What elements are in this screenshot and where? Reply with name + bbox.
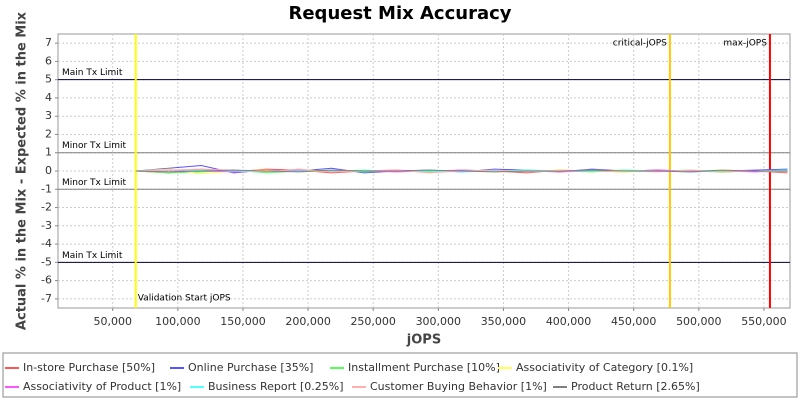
y-tick-label: -4 [41, 237, 52, 250]
y-tick-label: -3 [41, 219, 52, 232]
y-tick-label: -1 [41, 182, 52, 195]
x-tick-label: 300,000 [416, 315, 462, 328]
x-tick-label: 150,000 [220, 315, 266, 328]
legend-label: Product Return [2.65%] [571, 380, 700, 393]
legend-label: Associativity of Category [0.1%] [516, 361, 693, 374]
x-tick-label: 350,000 [481, 315, 527, 328]
legend-label: Installment Purchase [10%] [348, 361, 500, 374]
y-tick-label: 7 [45, 36, 52, 49]
x-tick-label: 100,000 [155, 315, 201, 328]
x-tick-label: 50,000 [93, 315, 132, 328]
y-tick-label: 5 [45, 73, 52, 86]
y-tick-label: -5 [41, 255, 52, 268]
y-axis-label: Actual % in the Mix - Expected % in the … [15, 11, 30, 330]
chart-title: Request Mix Accuracy [288, 3, 511, 24]
legend-label: Online Purchase [35%] [188, 361, 313, 374]
y-tick-label: -7 [41, 292, 52, 305]
y-marker-label: Main Tx Limit [62, 251, 123, 261]
legend-label: Customer Buying Behavior [1%] [370, 380, 547, 393]
x-marker-label: critical-jOPS [613, 39, 667, 49]
y-tick-label: -2 [41, 201, 52, 214]
legend-label: Business Report [0.25%] [208, 380, 344, 393]
y-marker-label: Minor Tx Limit [62, 141, 127, 151]
x-marker-label: Validation Start jOPS [138, 294, 231, 304]
y-tick-label: 0 [45, 164, 52, 177]
x-axis-label: jOPS [406, 333, 441, 348]
y-tick-label: 6 [45, 54, 52, 67]
legend-box [2, 352, 798, 398]
x-tick-label: 550,000 [741, 315, 787, 328]
x-tick-label: 250,000 [350, 315, 396, 328]
y-tick-label: 2 [45, 127, 52, 140]
y-tick-label: 4 [45, 91, 52, 104]
y-tick-label: -6 [41, 274, 52, 287]
x-tick-label: 500,000 [676, 315, 722, 328]
series-line [136, 169, 788, 173]
x-tick-label: 400,000 [546, 315, 592, 328]
legend-label: In-store Purchase [50%] [23, 361, 155, 374]
x-tick-label: 450,000 [611, 315, 657, 328]
y-tick-label: 3 [45, 109, 52, 122]
legend-label: Associativity of Product [1%] [23, 380, 181, 393]
x-tick-label: 200,000 [285, 315, 331, 328]
x-marker-label: max-jOPS [723, 39, 767, 49]
y-marker-label: Minor Tx Limit [62, 178, 127, 188]
y-tick-label: 1 [45, 146, 52, 159]
y-marker-label: Main Tx Limit [62, 68, 123, 78]
